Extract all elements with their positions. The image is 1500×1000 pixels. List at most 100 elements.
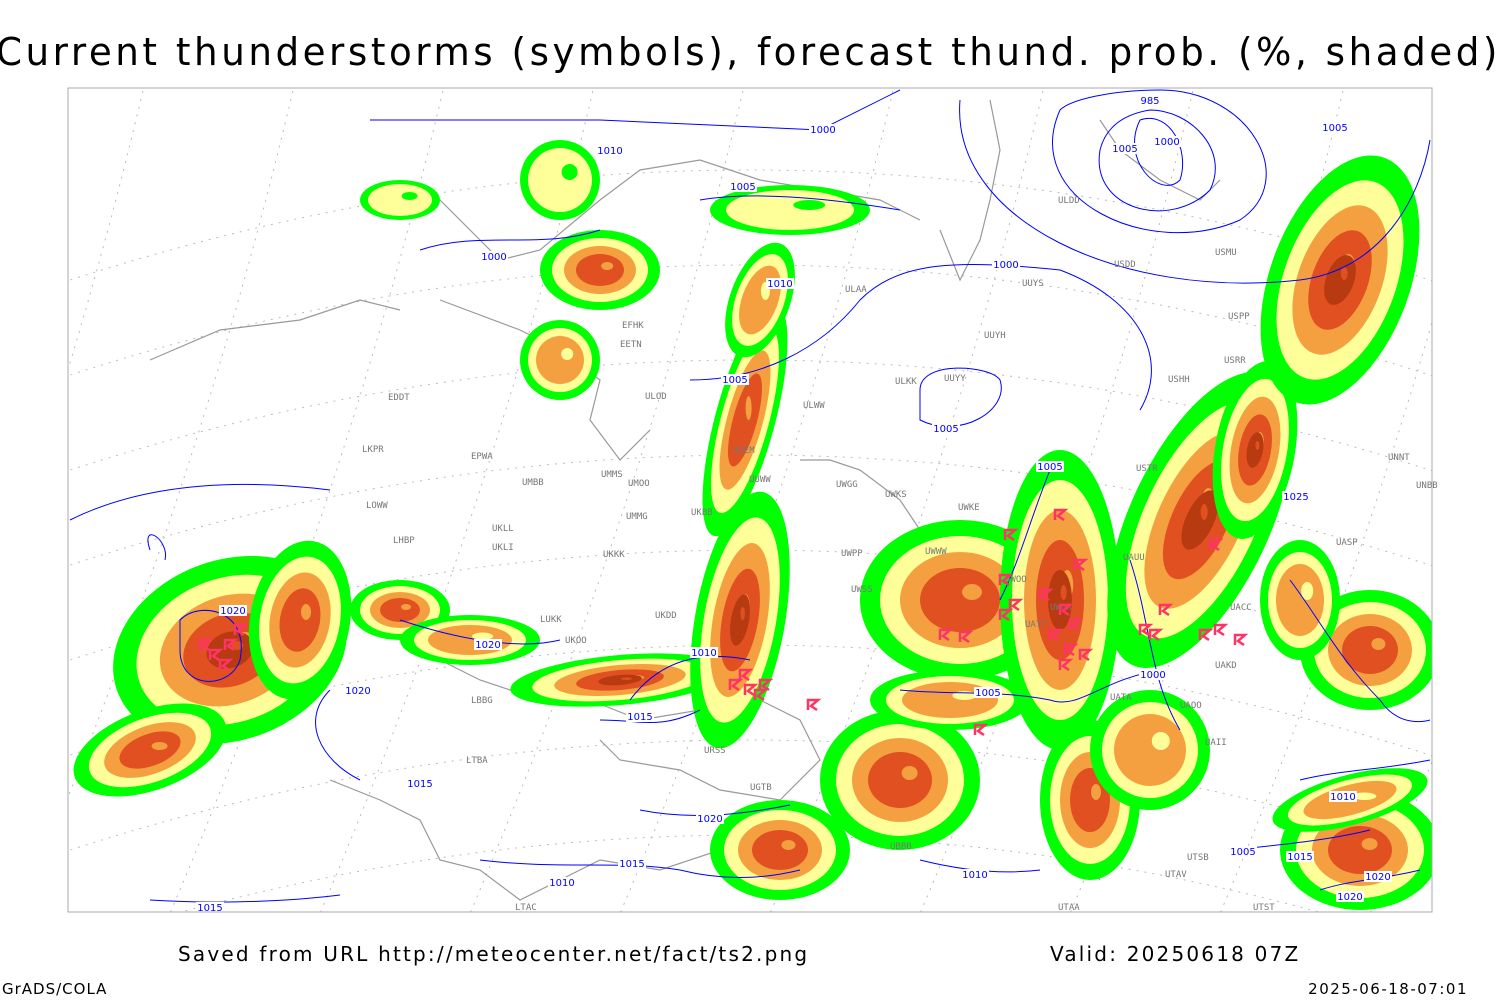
probability-level-1 — [726, 190, 854, 230]
isobar-label-bg — [618, 858, 646, 869]
station-label: UWSS — [851, 585, 873, 595]
station-label: UUEM — [733, 446, 755, 456]
isobar-label: 1020 — [475, 640, 500, 651]
isobar-line — [315, 689, 361, 781]
isobar-label-bg — [480, 251, 508, 262]
isobar-label: 1005 — [1037, 462, 1062, 473]
parallel — [179, 834, 1321, 912]
station-label: UKKK — [603, 550, 625, 560]
probability-level-3 — [380, 598, 420, 622]
station-label: ULWW — [803, 401, 825, 411]
probability-level-3 — [1342, 626, 1398, 674]
isobar-label: 1010 — [597, 146, 622, 157]
station-label: ULKK — [895, 377, 917, 387]
parallel — [68, 264, 1432, 377]
isobar-line — [629, 655, 751, 701]
probability-hole — [1340, 267, 1348, 280]
isobar-label-bg — [1229, 846, 1257, 857]
thunderstorm-symbol-icon — [1003, 528, 1019, 542]
coastline — [800, 459, 921, 531]
station-label: USDD — [1114, 260, 1136, 270]
isobar-label: 1005 — [1322, 123, 1347, 134]
probability-hole — [793, 200, 826, 210]
station-label: UKLI — [492, 543, 514, 553]
isobar-label: 1015 — [407, 779, 432, 790]
isobar-label-bg — [690, 647, 718, 658]
station-label: EDDT — [388, 393, 410, 403]
isobar-label-bg — [961, 869, 989, 880]
thunderstorm-symbol-icon — [1148, 628, 1164, 642]
station-label: UMOO — [628, 479, 650, 489]
thunderstorm-symbol-icon — [1063, 643, 1079, 657]
isobar-label-bg — [474, 639, 502, 650]
station-label: UAII — [1205, 738, 1227, 748]
station-label: ULOD — [645, 392, 667, 402]
isobar-line — [699, 195, 901, 211]
thunderstorm-symbol-icon — [1138, 623, 1154, 637]
isobar-label-bg — [1136, 95, 1164, 106]
isobar-label-bg — [766, 278, 794, 289]
station-label: UWKS — [885, 490, 907, 500]
isobar-label-bg — [809, 124, 837, 135]
isobar-label: 1000 — [993, 260, 1018, 271]
isobar-line — [179, 609, 242, 682]
probability-level-1 — [528, 148, 592, 212]
thunderstorm-symbol-icon — [1068, 618, 1084, 632]
station-label: UKDD — [655, 611, 677, 621]
thunderstorm-symbol-icon — [758, 678, 774, 692]
thunderstorm-symbol-icon — [998, 608, 1014, 622]
isobar-label: 1015 — [619, 859, 644, 870]
station-label: USTR — [1136, 464, 1158, 474]
station-label: UAOO — [1180, 701, 1202, 711]
station-label: UWKE — [958, 503, 980, 513]
isobar-label: 1015 — [627, 712, 652, 723]
isobar-label-bg — [721, 374, 749, 385]
station-label: EETN — [620, 340, 642, 350]
probability-level-3 — [920, 568, 1000, 632]
isobar-label: 1005 — [975, 688, 1000, 699]
thunderstorm-symbol-icon — [806, 698, 822, 712]
station-label: UACC — [1230, 603, 1252, 613]
thunderstorm-symbol-icon — [1008, 598, 1024, 612]
isobar-label-bg — [974, 687, 1002, 698]
station-label: LHBP — [393, 536, 415, 546]
isobar-label-bg — [596, 145, 624, 156]
probability-hole — [621, 677, 633, 680]
probability-hole — [962, 584, 982, 600]
station-label: URSS — [704, 746, 726, 756]
probability-level-4 — [1246, 432, 1264, 468]
isobar-label: 1000 — [481, 252, 506, 263]
probability-hole — [745, 396, 752, 420]
isobar-labels: 985 1000 1005 1005 1000 1010 1000 1005 1010 1005 1… — [196, 95, 1392, 914]
station-label: UMMG — [626, 512, 648, 522]
thunderstorm-symbol-icon — [208, 648, 224, 662]
isobar-line — [1098, 109, 1216, 212]
station-label: UKBB — [691, 508, 713, 518]
isobar-label: 1000 — [810, 125, 835, 136]
isobar-label-bg — [1329, 791, 1357, 802]
station-label: UMBB — [522, 478, 544, 488]
station-labels: ULAA UUYS UUYH ULKK UUYY ULWW UUEM UUWW UWGG UWKS… — [362, 196, 1438, 913]
isobar-line — [69, 483, 331, 521]
isobar-label: 1025 — [1283, 492, 1308, 503]
probability-hole — [1200, 504, 1208, 520]
isobar-label-bg — [1036, 461, 1064, 472]
isobar-label-bg — [1321, 122, 1349, 133]
isobar-label: 1000 — [1140, 670, 1165, 681]
isobar-label: 1005 — [933, 424, 958, 435]
isobar-label-bg — [196, 902, 224, 913]
meridian — [68, 88, 295, 799]
station-label: UGTB — [750, 783, 772, 793]
meridian — [68, 88, 145, 372]
isobar-line — [899, 669, 1161, 703]
probability-hole — [1151, 732, 1170, 750]
probability-level-3 — [728, 373, 762, 467]
station-label: UMMS — [601, 470, 623, 480]
isobar-label: 1005 — [1112, 144, 1137, 155]
isobar-line — [1129, 559, 1181, 731]
probability-level-4 — [1324, 255, 1356, 305]
isobar-label: 1010 — [767, 279, 792, 290]
thunderstorm-symbol-icon — [1078, 648, 1094, 662]
station-label: USHH — [1168, 375, 1190, 385]
